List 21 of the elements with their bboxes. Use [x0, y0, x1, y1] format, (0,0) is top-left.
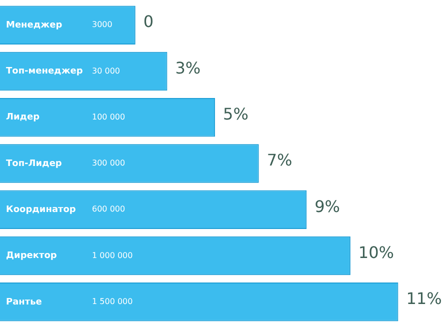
- annotation: 1 500 000: [92, 297, 133, 306]
- annotation: 100 000: [92, 112, 126, 122]
- annotation: 3%: [175, 58, 201, 78]
- y-tick-label: Топ-Лидер: [6, 158, 62, 169]
- annotation: 11%: [406, 289, 442, 308]
- y-tick-label: Лидер: [6, 112, 40, 123]
- annotation: 5%: [223, 104, 248, 124]
- annotation: 300 000: [92, 158, 126, 168]
- y-tick-label: Директор: [6, 251, 58, 262]
- annotation: 600 000: [92, 204, 126, 214]
- y-tick-label: Координатор: [6, 204, 76, 215]
- y-tick-label: Топ-менеджер: [6, 66, 84, 77]
- annotation: 10%: [358, 242, 394, 262]
- y-tick-label: Менеджер: [6, 20, 63, 30]
- annotation: 9%: [314, 196, 340, 216]
- annotation: 7%: [266, 150, 292, 170]
- annotation: 1 000 000: [92, 250, 133, 260]
- y-tick-label: Рантье: [6, 297, 42, 308]
- annotation: 30 000: [92, 66, 120, 76]
- annotation: 3000: [92, 20, 112, 30]
- annotation: 0: [143, 12, 154, 32]
